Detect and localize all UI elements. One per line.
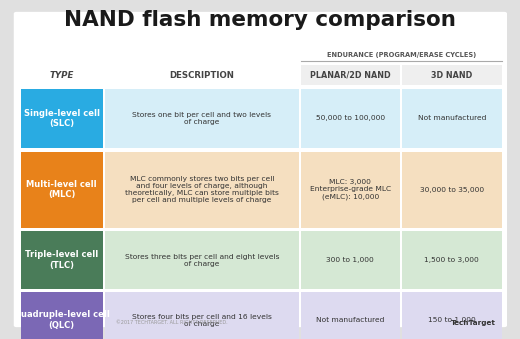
Text: Quadruple-level cell
(QLC): Quadruple-level cell (QLC): [14, 311, 110, 330]
Text: Single-level cell
(SLC): Single-level cell (SLC): [23, 109, 99, 128]
Text: Multi-level cell
(MLC): Multi-level cell (MLC): [26, 180, 97, 199]
Text: 300 to 1,000: 300 to 1,000: [327, 257, 374, 263]
Text: 3D NAND: 3D NAND: [431, 71, 472, 80]
Text: 30,000 to 35,000: 30,000 to 35,000: [420, 187, 484, 193]
FancyBboxPatch shape: [301, 292, 399, 339]
FancyBboxPatch shape: [301, 231, 399, 289]
Text: MLC commonly stores two bits per cell
and four levels of charge, although
theore: MLC commonly stores two bits per cell an…: [125, 176, 279, 203]
FancyBboxPatch shape: [105, 89, 300, 148]
Text: Stores one bit per cell and two levels
of charge: Stores one bit per cell and two levels o…: [133, 112, 271, 125]
Text: Triple-level cell
(TLC): Triple-level cell (TLC): [25, 250, 98, 270]
FancyBboxPatch shape: [401, 292, 502, 339]
FancyBboxPatch shape: [401, 65, 502, 85]
Text: ENDURANCE (PROGRAM/ERASE CYCLES): ENDURANCE (PROGRAM/ERASE CYCLES): [327, 52, 476, 58]
Text: 1,500 to 3,000: 1,500 to 3,000: [424, 257, 479, 263]
Text: NAND flash memory comparison: NAND flash memory comparison: [64, 11, 457, 30]
Text: Stores three bits per cell and eight levels
of charge: Stores three bits per cell and eight lev…: [125, 254, 279, 266]
FancyBboxPatch shape: [401, 152, 502, 228]
FancyBboxPatch shape: [105, 292, 300, 339]
FancyBboxPatch shape: [301, 89, 399, 148]
FancyBboxPatch shape: [20, 152, 102, 228]
FancyBboxPatch shape: [20, 231, 102, 289]
Text: Not manufactured: Not manufactured: [316, 317, 384, 323]
Text: DESCRIPTION: DESCRIPTION: [170, 71, 235, 80]
Text: 50,000 to 100,000: 50,000 to 100,000: [316, 116, 385, 121]
FancyBboxPatch shape: [105, 152, 300, 228]
Text: Stores four bits per cell and 16 levels
of charge: Stores four bits per cell and 16 levels …: [132, 314, 272, 327]
FancyBboxPatch shape: [20, 89, 102, 148]
Text: MLC: 3,000
Enterprise-grade MLC
(eMLC): 10,000: MLC: 3,000 Enterprise-grade MLC (eMLC): …: [309, 179, 391, 200]
Text: Not manufactured: Not manufactured: [418, 116, 486, 121]
Text: TYPE: TYPE: [49, 71, 74, 80]
Text: PLANAR/2D NAND: PLANAR/2D NAND: [310, 71, 391, 80]
Text: 150 to 1,000: 150 to 1,000: [428, 317, 476, 323]
FancyBboxPatch shape: [301, 152, 399, 228]
Text: ©2017 TECHTARGET. ALL RIGHTS RESERVED.: ©2017 TECHTARGET. ALL RIGHTS RESERVED.: [116, 320, 228, 325]
Text: TechTarget: TechTarget: [451, 320, 496, 326]
FancyBboxPatch shape: [401, 231, 502, 289]
FancyBboxPatch shape: [105, 231, 300, 289]
FancyBboxPatch shape: [20, 292, 102, 339]
FancyBboxPatch shape: [14, 12, 507, 327]
FancyBboxPatch shape: [301, 65, 399, 85]
FancyBboxPatch shape: [401, 89, 502, 148]
